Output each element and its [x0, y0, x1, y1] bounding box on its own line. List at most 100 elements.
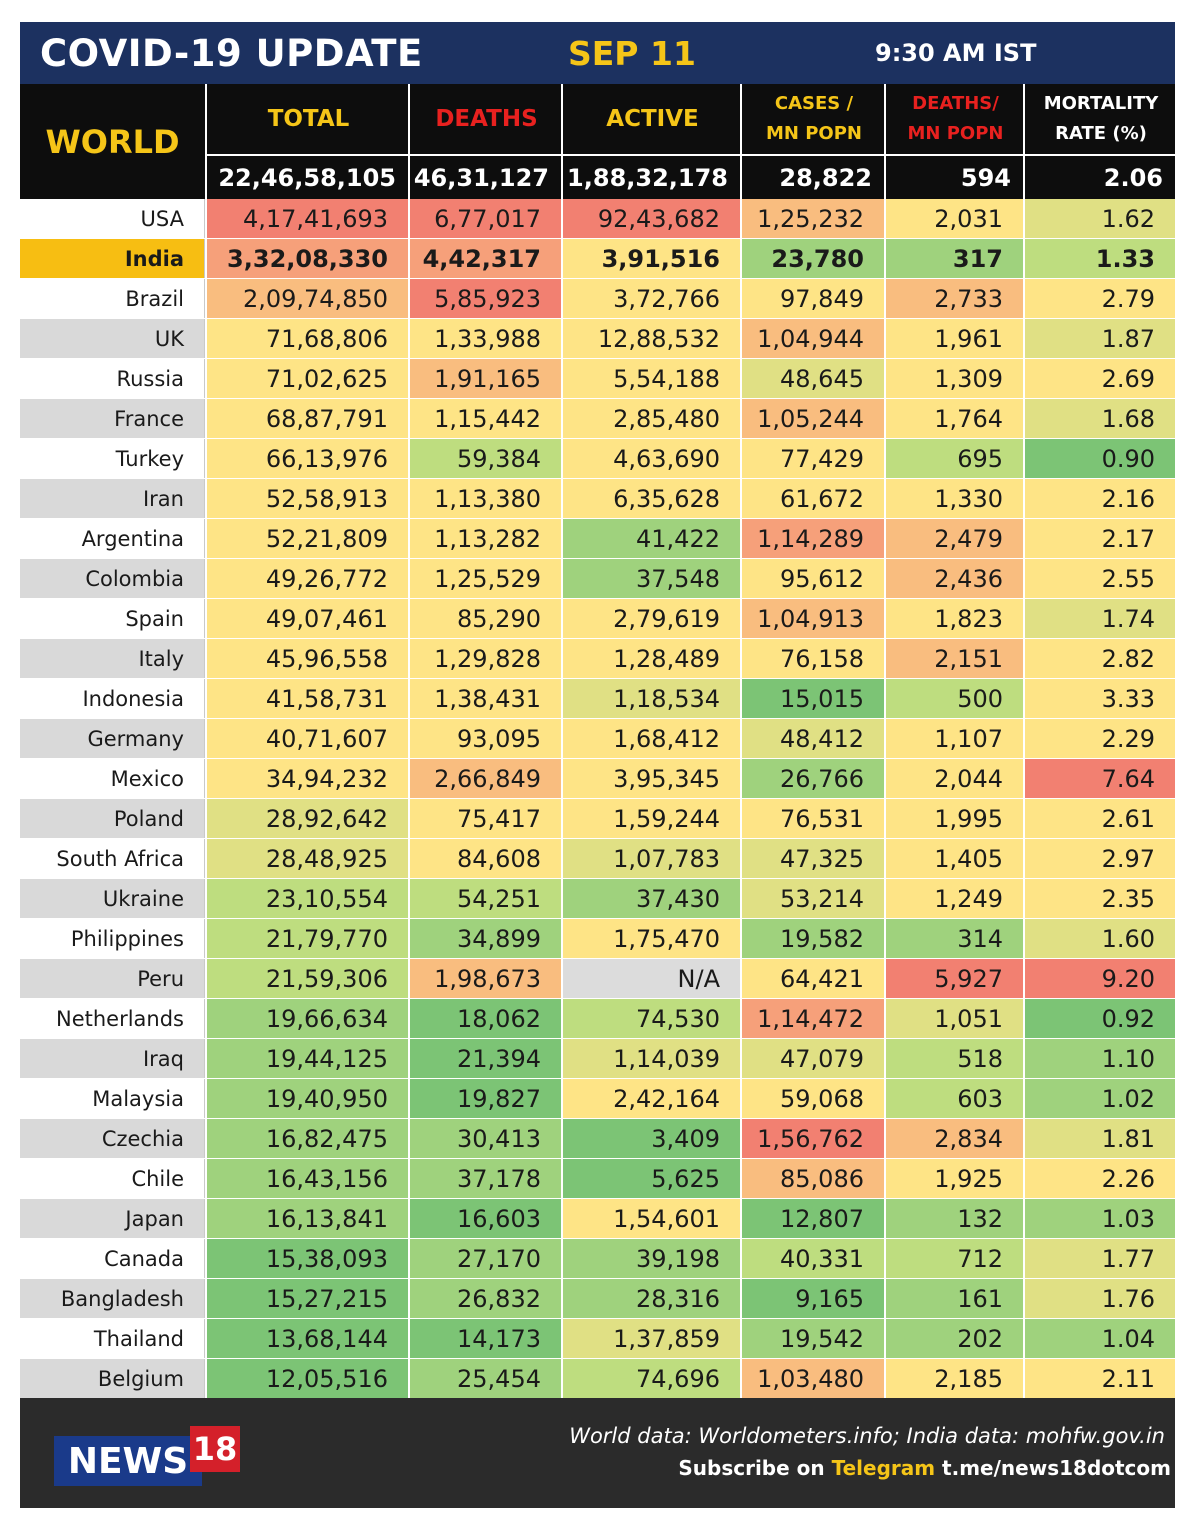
- cell-mortality: 0.90: [1023, 439, 1175, 478]
- cell-total: 16,13,841: [205, 1199, 408, 1238]
- cell-total: 66,13,976: [205, 439, 408, 478]
- world-mortality-column: MORTALITY RATE (%) 2.06: [1023, 84, 1177, 199]
- cell-active: 1,54,601: [561, 1199, 740, 1238]
- cell-deaths-mn: 1,764: [884, 399, 1023, 438]
- cell-deaths: 30,413: [408, 1119, 561, 1158]
- cell-deaths-mn: 1,107: [884, 719, 1023, 758]
- country-name: Russia: [20, 359, 205, 398]
- cell-mortality: 2.82: [1023, 639, 1175, 678]
- world-cases-mn-column: CASES / MN POPN 28,822: [740, 84, 886, 199]
- table-row: Indonesia 41,58,731 1,38,431 1,18,534 15,015…: [20, 679, 1175, 719]
- table-row: Iran 52,58,913 1,13,380 6,35,628 61,672 1,330…: [20, 479, 1175, 519]
- country-name: Philippines: [20, 919, 205, 958]
- cell-deaths-mn: 202: [884, 1319, 1023, 1358]
- column-header-total: TOTAL: [207, 84, 410, 156]
- table-row: Thailand 13,68,144 14,173 1,37,859 19,542 202…: [20, 1319, 1175, 1359]
- cell-total: 68,87,791: [205, 399, 408, 438]
- cell-active: N/A: [561, 959, 740, 998]
- cell-cases-mn: 1,56,762: [740, 1119, 884, 1158]
- news18-logo: NEWS 18: [54, 1426, 240, 1486]
- cell-mortality: 1.81: [1023, 1119, 1175, 1158]
- cell-total: 15,38,093: [205, 1239, 408, 1278]
- cell-active: 1,75,470: [561, 919, 740, 958]
- column-header-active: ACTIVE: [563, 84, 742, 156]
- cell-active: 1,59,244: [561, 799, 740, 838]
- mortality-line1: MORTALITY: [1043, 93, 1159, 114]
- cell-deaths: 84,608: [408, 839, 561, 878]
- table-row: Canada 15,38,093 27,170 39,198 40,331 712 1.77: [20, 1239, 1175, 1279]
- cell-deaths: 14,173: [408, 1319, 561, 1358]
- cell-mortality: 2.55: [1023, 559, 1175, 598]
- country-name: Mexico: [20, 759, 205, 798]
- cell-deaths-mn: 2,151: [884, 639, 1023, 678]
- cell-mortality: 1.33: [1023, 239, 1175, 278]
- country-table: USA 4,17,41,693 6,77,017 92,43,682 1,25,232 2…: [20, 199, 1175, 1399]
- cell-deaths-mn: 2,733: [884, 279, 1023, 318]
- cell-deaths: 34,899: [408, 919, 561, 958]
- cell-active: 41,422: [561, 519, 740, 558]
- cell-deaths-mn: 317: [884, 239, 1023, 278]
- cell-mortality: 2.26: [1023, 1159, 1175, 1198]
- cell-deaths-mn: 500: [884, 679, 1023, 718]
- cell-mortality: 2.61: [1023, 799, 1175, 838]
- cell-active: 2,79,619: [561, 599, 740, 638]
- cell-deaths: 1,15,442: [408, 399, 561, 438]
- cell-deaths-mn: 2,436: [884, 559, 1023, 598]
- country-name: Netherlands: [20, 999, 205, 1038]
- footer: NEWS 18 World data: Worldometers.info; I…: [20, 1398, 1175, 1508]
- cell-deaths: 2,66,849: [408, 759, 561, 798]
- cell-active: 92,43,682: [561, 199, 740, 238]
- cell-deaths-mn: 712: [884, 1239, 1023, 1278]
- cell-total: 21,59,306: [205, 959, 408, 998]
- cell-active: 12,88,532: [561, 319, 740, 358]
- cell-mortality: 1.60: [1023, 919, 1175, 958]
- table-row: Argentina 52,21,809 1,13,282 41,422 1,14,289…: [20, 519, 1175, 559]
- mortality-line2: RATE (%): [1055, 123, 1147, 144]
- country-name: France: [20, 399, 205, 438]
- cell-deaths-mn: 314: [884, 919, 1023, 958]
- country-name: South Africa: [20, 839, 205, 878]
- cell-deaths-mn: 132: [884, 1199, 1023, 1238]
- cell-total: 16,43,156: [205, 1159, 408, 1198]
- cell-deaths: 26,832: [408, 1279, 561, 1318]
- deaths-mn-line1: DEATHS/: [912, 93, 999, 114]
- cell-active: 1,07,783: [561, 839, 740, 878]
- table-row: India 3,32,08,330 4,42,317 3,91,516 23,780 31…: [20, 239, 1175, 279]
- table-row: Spain 49,07,461 85,290 2,79,619 1,04,913 1,82…: [20, 599, 1175, 639]
- cell-active: 1,68,412: [561, 719, 740, 758]
- country-name: Argentina: [20, 519, 205, 558]
- page-title: COVID-19 UPDATE: [40, 32, 423, 75]
- cell-total: 45,96,558: [205, 639, 408, 678]
- cell-cases-mn: 61,672: [740, 479, 884, 518]
- cell-deaths: 21,394: [408, 1039, 561, 1078]
- cell-cases-mn: 9,165: [740, 1279, 884, 1318]
- column-header-deaths: DEATHS: [410, 84, 563, 156]
- country-name: UK: [20, 319, 205, 358]
- cell-total: 34,94,232: [205, 759, 408, 798]
- cell-cases-mn: 15,015: [740, 679, 884, 718]
- country-name: Thailand: [20, 1319, 205, 1358]
- cell-cases-mn: 1,04,913: [740, 599, 884, 638]
- cell-cases-mn: 48,412: [740, 719, 884, 758]
- data-source: World data: Worldometers.info; India dat…: [569, 1424, 1165, 1448]
- cell-deaths-mn: 2,044: [884, 759, 1023, 798]
- table-row: Brazil 2,09,74,850 5,85,923 3,72,766 97,849 2…: [20, 279, 1175, 319]
- logo-number: 18: [190, 1426, 240, 1472]
- cell-total: 16,82,475: [205, 1119, 408, 1158]
- telegram-link[interactable]: t.me/news18dotcom: [935, 1456, 1171, 1480]
- cell-cases-mn: 85,086: [740, 1159, 884, 1198]
- column-header-cases-mn: CASES / MN POPN: [742, 84, 886, 156]
- cell-deaths: 1,33,988: [408, 319, 561, 358]
- cell-cases-mn: 19,582: [740, 919, 884, 958]
- cell-mortality: 1.87: [1023, 319, 1175, 358]
- cell-deaths-mn: 518: [884, 1039, 1023, 1078]
- country-name: Malaysia: [20, 1079, 205, 1118]
- country-name: Czechia: [20, 1119, 205, 1158]
- cell-total: 49,26,772: [205, 559, 408, 598]
- cell-active: 3,409: [561, 1119, 740, 1158]
- cell-total: 28,48,925: [205, 839, 408, 878]
- country-name: Iraq: [20, 1039, 205, 1078]
- cell-deaths: 27,170: [408, 1239, 561, 1278]
- table-row: Germany 40,71,607 93,095 1,68,412 48,412 1,10…: [20, 719, 1175, 759]
- cell-deaths-mn: 1,309: [884, 359, 1023, 398]
